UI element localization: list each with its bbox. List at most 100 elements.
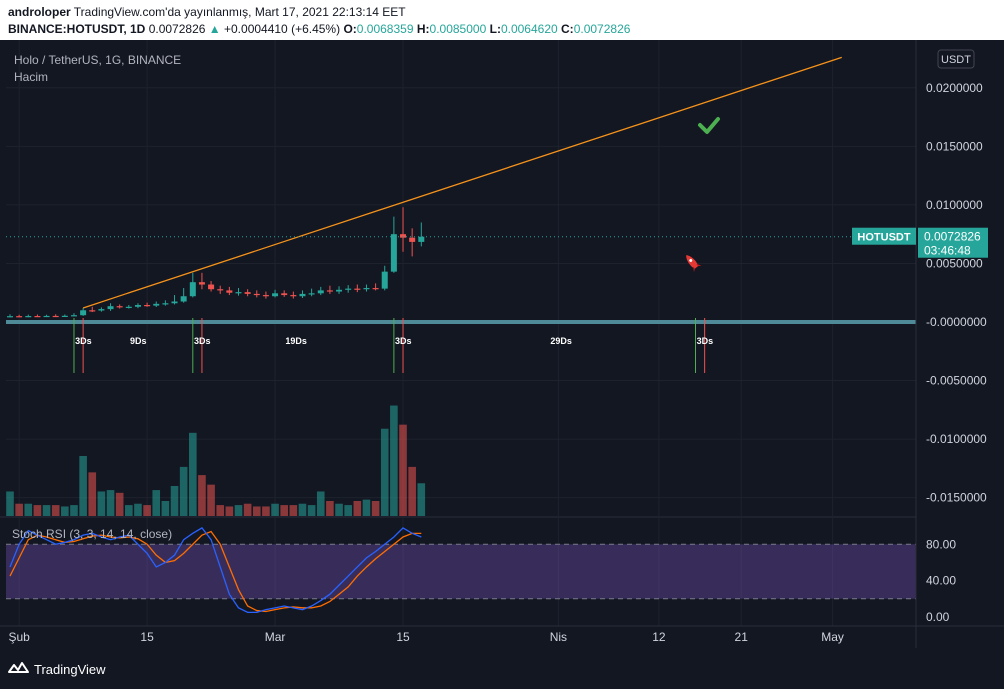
open-label: O: [343,22,357,36]
candle-body[interactable] [308,293,315,295]
candle-body[interactable] [326,290,333,292]
candle-body[interactable] [189,282,196,297]
candle-body[interactable] [281,293,288,296]
volume-bar [207,484,215,516]
candle-body[interactable] [400,234,407,238]
volume-bar [143,505,151,516]
volume-bar [335,503,343,516]
candle-body[interactable] [290,295,297,297]
candle-body[interactable] [317,290,324,294]
stoch-tick-label: 40.00 [926,574,956,588]
chart-area[interactable]: 3Ds 9Ds 3Ds 19Ds 3Ds 29Ds 3Ds USDT 0.0200000 0.0… [0,40,1004,648]
volume-bar [353,501,362,516]
candle-body[interactable] [336,289,343,292]
price-chart[interactable]: 3Ds 9Ds 3Ds 19Ds 3Ds 29Ds 3Ds USDT 0.0200000 0.0… [0,40,1004,648]
change-arrow-icon: ▲ [208,22,221,36]
candle-body[interactable] [208,284,215,290]
candle-body[interactable] [25,316,32,318]
rocket-fin [693,263,702,273]
candle-body[interactable] [125,306,132,308]
last-price-tag[interactable] [918,227,988,258]
volume-bar [189,432,197,516]
candle-body[interactable] [134,305,141,307]
candle-body[interactable] [153,303,160,306]
time-tick-label: Nis [550,630,567,644]
price-tick-label: -0.0150000 [926,491,987,505]
volume-bar [179,466,188,516]
candle-body[interactable] [253,293,260,296]
candle-body[interactable] [61,315,68,317]
candle-body[interactable] [244,292,251,294]
candle-body[interactable] [262,295,269,297]
volume-bar [24,503,33,516]
volume-bar [115,492,124,516]
volume-bar [6,491,14,516]
stoch-k-line [9,527,422,614]
candle-body[interactable] [226,290,233,293]
candle-body[interactable] [80,310,87,316]
candle-body[interactable] [418,236,425,242]
candle-body[interactable] [180,296,187,302]
candle-body[interactable] [345,288,352,290]
cycle-label: 3Ds [395,336,412,346]
candle-body[interactable] [70,315,77,317]
candle-body[interactable] [198,282,205,285]
brand-name[interactable]: TradingView [34,662,106,677]
volume-bar [262,506,270,516]
low-label: L: [489,22,501,36]
trendline[interactable] [82,56,842,309]
time-tick-label: Mar [265,630,286,644]
tradingview-logo-icon[interactable] [8,661,30,675]
currency-button[interactable] [937,49,975,69]
candle-body[interactable] [98,309,105,311]
volume-bar [399,424,407,516]
candle-body[interactable] [409,237,416,242]
candle-body[interactable] [171,301,178,304]
stoch-tick-label: 0.00 [926,610,950,624]
price-axis[interactable] [916,40,1004,648]
checkmark-icon[interactable] [698,117,720,134]
candle-body[interactable] [16,316,23,318]
candle-body[interactable] [381,271,388,289]
candle-body[interactable] [144,305,151,307]
volume-bar [88,472,97,516]
candle-body[interactable] [34,316,41,318]
volume-bar [152,490,161,516]
stoch-pane [6,517,916,626]
cycle-label: 19Ds [285,336,307,346]
candle-body[interactable] [107,306,114,310]
time-tick-label: 15 [396,630,410,644]
volume-bar [307,505,316,516]
candle-body[interactable] [52,315,59,318]
volume-bar [417,483,426,516]
symbol-tag[interactable] [852,227,916,245]
candle-body[interactable] [363,288,370,290]
candle-body[interactable] [299,293,306,297]
candle-body[interactable] [116,306,123,308]
close-value: 0.0072826 [573,22,631,36]
price-tick-label: 0.0200000 [926,81,983,95]
volume-bar [380,428,389,516]
cycle-label: 9Ds [130,336,147,346]
candle-body[interactable] [43,315,50,318]
candle-body[interactable] [235,292,242,294]
volume-bar [371,501,380,516]
candle-body[interactable] [89,310,96,312]
publish-info: androloper TradingView.com'da yayınlanmı… [8,5,406,19]
last-price-value: 0.0072826 [924,230,981,244]
price-tick-label: 0.0150000 [926,139,983,153]
price-tick-label: -0.0050000 [926,374,987,388]
candle-body[interactable] [7,316,13,318]
volume-bar [15,503,23,516]
volume-bar [252,506,261,516]
volume-bar [61,506,69,516]
candle-body[interactable] [272,293,279,297]
volume-bar [225,506,234,516]
candle-body[interactable] [354,288,361,290]
candle-body[interactable] [162,303,169,305]
candle-body[interactable] [372,288,379,290]
candle-body[interactable] [217,289,224,291]
candle-body[interactable] [390,234,397,272]
author-name[interactable]: androloper [8,5,71,19]
rocket-icon[interactable] [682,252,702,273]
